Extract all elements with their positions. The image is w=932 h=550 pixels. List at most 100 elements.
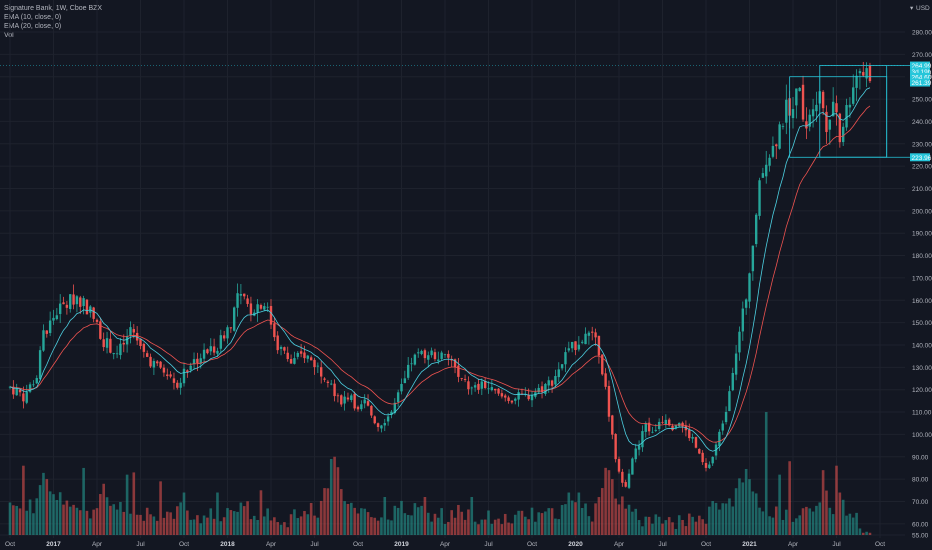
volume-bar (590, 521, 594, 535)
volume-bar (360, 508, 363, 535)
volume-bar (426, 512, 430, 535)
candle-body (564, 352, 567, 365)
volume-bar (500, 524, 504, 535)
volume-bar (82, 467, 85, 535)
volume-bar (48, 491, 52, 535)
volume-bar (403, 513, 407, 535)
volume-bar (674, 528, 678, 535)
volume-bar (848, 513, 852, 535)
legend-vol[interactable]: Vol (4, 32, 14, 39)
candle-body (306, 355, 310, 359)
y-tick-label: 150.00 (912, 320, 932, 327)
volume-bar (390, 520, 393, 535)
candle-body (785, 99, 788, 123)
volume-bar (513, 514, 517, 535)
volume-bar (8, 502, 12, 535)
volume-bar (115, 509, 119, 535)
candle-body (835, 103, 838, 113)
volume-bar (182, 492, 186, 535)
candle-body (129, 327, 132, 336)
volume-bar (714, 502, 718, 535)
volume-bar (226, 508, 229, 535)
candle-body (125, 336, 129, 345)
candle-body (507, 397, 510, 401)
candle-body (775, 144, 778, 147)
volume-bar (795, 518, 798, 535)
volume-bar (366, 512, 370, 535)
price-range-box (789, 76, 888, 158)
candle-body (82, 298, 85, 307)
volume-bar (821, 470, 825, 535)
volume-bar (165, 511, 169, 535)
volume-bar (754, 493, 758, 535)
candle-body (393, 402, 397, 414)
y-tick-label: 90.00 (912, 454, 929, 461)
candle-body (698, 448, 701, 454)
y-tick-label: 170.00 (912, 275, 932, 282)
volume-bar (252, 515, 256, 535)
volume-bar (196, 515, 199, 535)
volume-bar (420, 505, 423, 535)
price-tag (910, 67, 930, 76)
volume-bar (370, 517, 373, 535)
candle-body (396, 392, 400, 402)
volume-bar (587, 516, 591, 535)
volume-bar (778, 474, 781, 535)
volume-bar (169, 512, 172, 535)
candle-body (721, 423, 724, 431)
candle-body (480, 381, 484, 389)
volume-bar (410, 515, 413, 535)
volume-bar (219, 521, 223, 535)
candle-body (323, 378, 326, 380)
range-overlays (789, 65, 910, 158)
x-tick-label: Jul (310, 541, 319, 548)
volume-bar (560, 505, 564, 535)
volume-bar (534, 521, 537, 535)
candle-body (152, 361, 156, 368)
volume-bar (209, 508, 213, 535)
currency-marker-icon: ▾ (910, 5, 914, 12)
candle-body (744, 299, 748, 308)
volume-bar (687, 513, 691, 535)
legend-ema10[interactable]: EMA (10, close, 0) (4, 14, 62, 21)
x-tick-label: 2019 (394, 541, 409, 548)
candle-body (554, 375, 557, 385)
price-axis[interactable]: USD ▾ 55.00 60.00 70.00 80.00 90.00 100.00 110… (910, 5, 932, 540)
candle-body (611, 415, 614, 435)
candle-body (162, 367, 166, 373)
time-axis[interactable]: Oct 2017 Apr Jul Oct 2018 Apr Jul Oct 2019 Apr Jul O… (5, 541, 885, 548)
legend-ema20[interactable]: EMA (20, close, 0) (4, 23, 62, 30)
volume-bar (102, 483, 105, 535)
volume-bar (791, 521, 795, 535)
candle-body (25, 391, 28, 403)
volume-bar (711, 501, 714, 535)
candle-body (604, 373, 607, 387)
volume-bar (771, 517, 775, 535)
candle-body (42, 330, 45, 351)
volume-bar (858, 528, 862, 535)
candle-body (400, 383, 403, 392)
volume-bar (309, 502, 313, 535)
volume-bar (503, 513, 507, 535)
candle-body (373, 416, 376, 424)
volume-bar (65, 500, 69, 535)
y-tick-label: 140.00 (912, 342, 932, 349)
candle-body (376, 423, 380, 428)
candle-body (540, 386, 544, 393)
candle-body (607, 385, 611, 417)
candle-body (427, 355, 430, 360)
volume-bar (654, 514, 658, 535)
volume-bar (316, 517, 320, 535)
candle-body (182, 368, 186, 384)
candle-body (22, 393, 25, 402)
volume-bar (607, 470, 611, 535)
candle-body (718, 431, 721, 447)
candle-body (688, 429, 691, 439)
volume-bar (580, 507, 584, 535)
candle-body (430, 350, 433, 356)
candle-body (363, 399, 366, 404)
candle-body (65, 304, 69, 308)
x-tick-label: Oct (875, 541, 885, 548)
volume-bar (483, 519, 487, 535)
